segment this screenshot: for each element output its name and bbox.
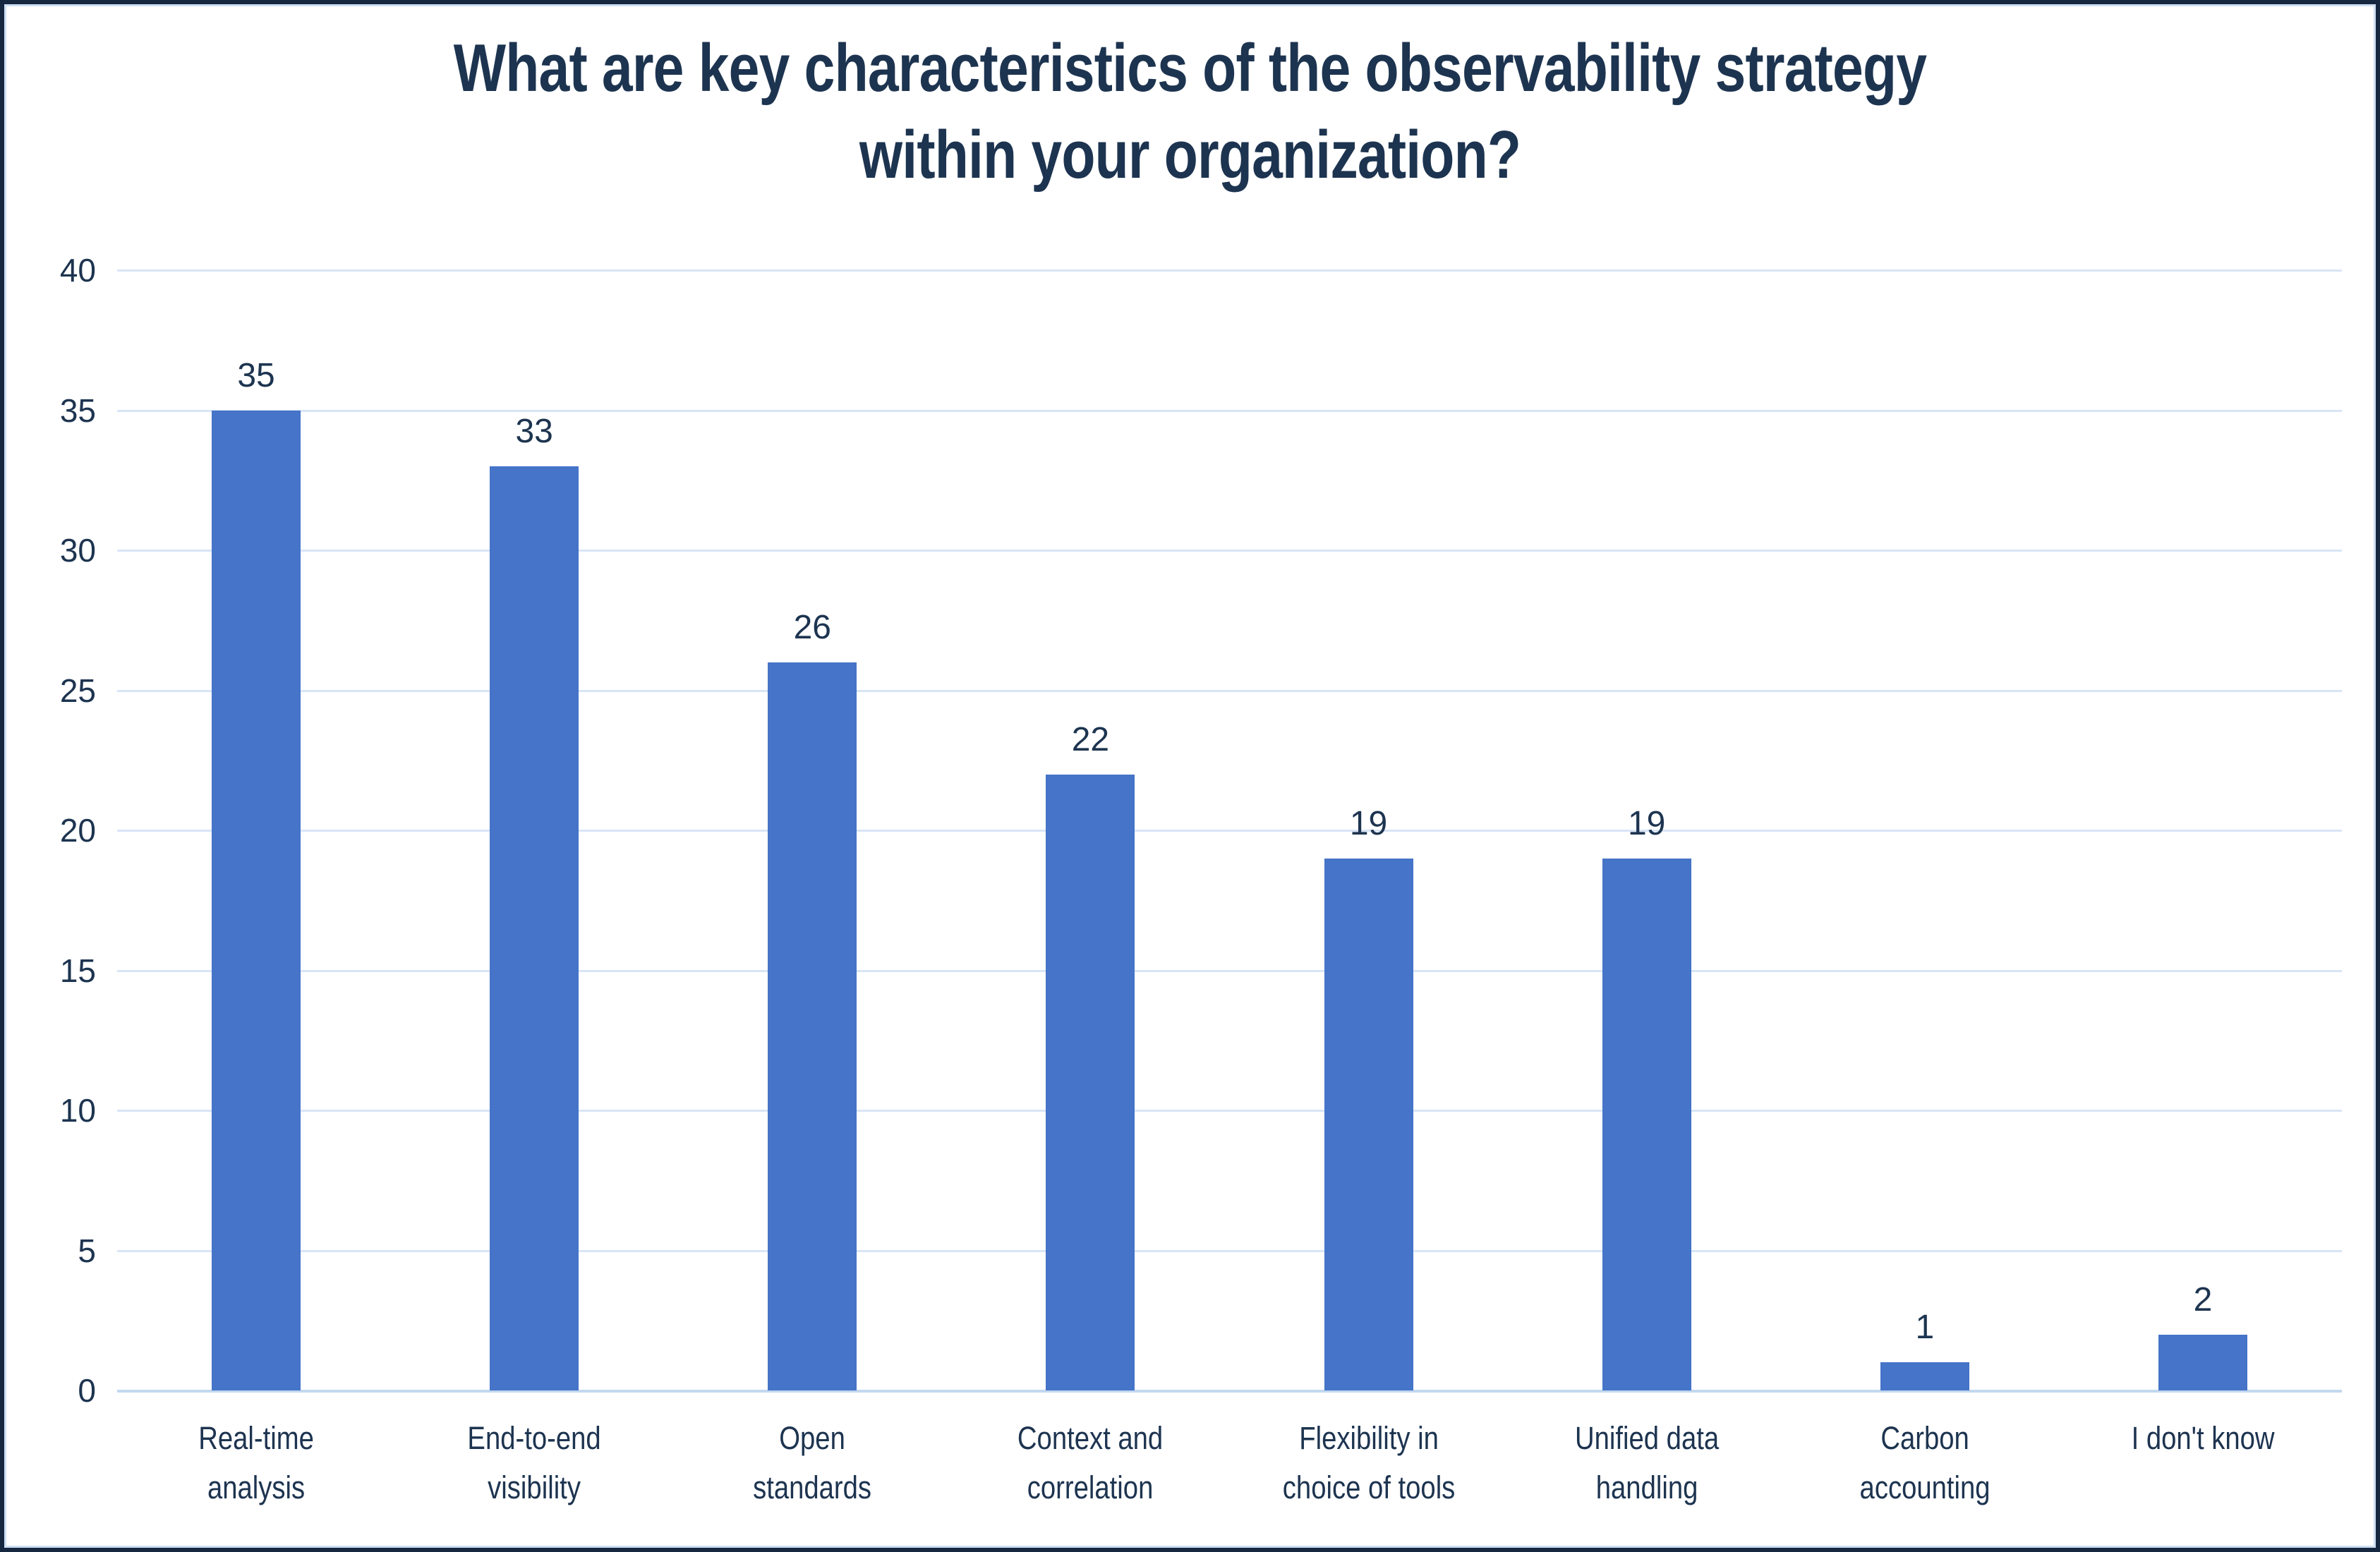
plot-area <box>117 269 2342 1393</box>
y-axis-tick-label-35: 35 <box>59 392 96 429</box>
bar-value-label-4: 22 <box>1071 720 1110 758</box>
bar-value-label-2: 33 <box>515 412 553 450</box>
gridline-25 <box>117 689 2342 692</box>
bar-value-label-5: 19 <box>1349 804 1388 842</box>
gridline-5 <box>117 1249 2342 1252</box>
x-axis-category-label-7: Carbon accounting <box>1859 1420 1991 1505</box>
bar-value-label-3: 26 <box>793 608 831 646</box>
y-axis-tick-label-25: 25 <box>59 672 96 709</box>
x-axis-category-label-1: Real-time analysis <box>198 1420 314 1505</box>
bar-value-label-1: 35 <box>237 356 275 394</box>
bar-1 <box>212 410 301 1390</box>
x-axis-category-label-2: End-to-end visibility <box>467 1420 601 1505</box>
gridline-10 <box>117 1110 2342 1112</box>
bar-3 <box>768 662 857 1390</box>
gridline-15 <box>117 969 2342 972</box>
bar-4 <box>1046 774 1135 1390</box>
bar-6 <box>1602 858 1691 1390</box>
gridline-20 <box>117 830 2342 832</box>
gridline-40 <box>117 269 2342 272</box>
bar-value-label-8: 2 <box>2193 1280 2213 1318</box>
x-axis-category-label-3: Open standards <box>753 1420 872 1505</box>
bar-8 <box>2158 1334 2247 1390</box>
bar-2 <box>490 466 579 1390</box>
y-axis-tick-label-10: 10 <box>59 1092 96 1129</box>
x-axis-category-label-6: Unified data handling <box>1574 1420 1719 1505</box>
y-axis-tick-label-40: 40 <box>59 252 96 289</box>
x-axis-category-label-4: Context and correlation <box>1017 1420 1164 1505</box>
y-axis-tick-label-0: 0 <box>78 1372 96 1409</box>
bar-5 <box>1324 858 1413 1390</box>
x-axis-baseline <box>117 1390 2342 1393</box>
chart-title-line-1: What are key characteristics of the obse… <box>453 30 1927 106</box>
bar-value-label-7: 1 <box>1915 1309 1935 1347</box>
y-axis-tick-label-20: 20 <box>59 812 96 849</box>
x-axis-category-label-8: I don't know <box>2131 1420 2275 1456</box>
chart-title-line-2: within your organization? <box>859 116 1521 193</box>
y-axis-tick-label-30: 30 <box>59 532 96 569</box>
y-axis-tick-label-5: 5 <box>78 1232 96 1269</box>
gridline-35 <box>117 409 2342 412</box>
bar-7 <box>1880 1362 1969 1390</box>
x-axis-category-label-5: Flexibility in choice of tools <box>1282 1420 1455 1505</box>
gridline-30 <box>117 550 2342 552</box>
y-axis-tick-label-15: 15 <box>59 952 96 989</box>
bar-value-label-6: 19 <box>1627 804 1666 842</box>
chart-title: What are key characteristics of the obse… <box>217 25 2162 199</box>
